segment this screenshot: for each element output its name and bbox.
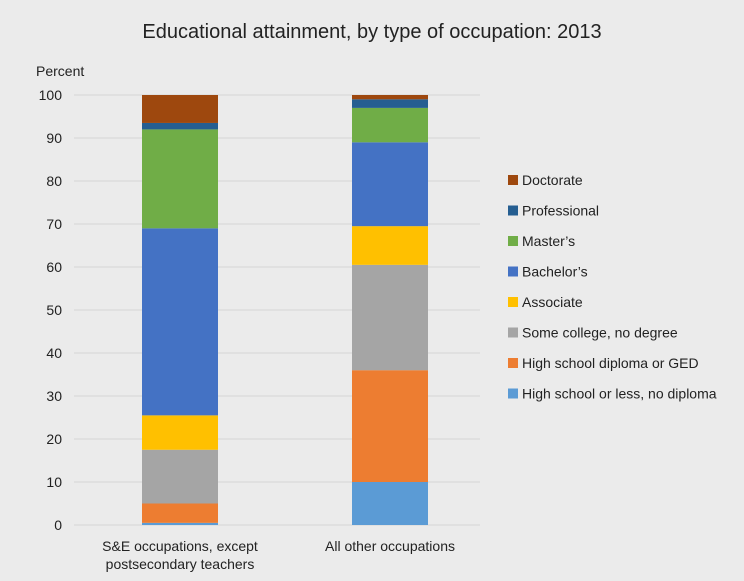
x-tick-label: S&E occupations, except — [102, 538, 258, 554]
bar-segment — [142, 95, 218, 123]
y-tick-label: 20 — [46, 431, 62, 447]
bar-segment — [142, 228, 218, 416]
y-axis-unit-label: Percent — [36, 63, 84, 79]
y-tick-label: 10 — [46, 474, 62, 490]
legend-label: Some college, no degree — [522, 325, 678, 341]
y-tick-label: 70 — [46, 216, 62, 232]
bar-segment — [352, 482, 428, 525]
x-tick-label: All other occupations — [325, 538, 455, 554]
bar-segment — [142, 129, 218, 229]
legend: Doctorate Professional Master’s Bachelor’s A… — [508, 172, 717, 402]
bar-segment — [142, 449, 218, 504]
bar-segment — [142, 122, 218, 130]
bar-segment — [142, 415, 218, 450]
bar-segment — [352, 95, 428, 100]
y-tick-label: 0 — [54, 517, 62, 533]
legend-swatch — [508, 205, 518, 216]
legend-swatch — [508, 327, 518, 338]
bar-segment — [142, 503, 218, 523]
legend-swatch — [508, 358, 518, 368]
legend-swatch — [508, 297, 518, 307]
bar-segment — [352, 99, 428, 108]
legend-label: Associate — [522, 294, 583, 310]
y-tick-label: 100 — [39, 87, 63, 103]
bar-segment — [352, 142, 428, 227]
bar-segment — [352, 370, 428, 482]
y-tick-label: 40 — [46, 345, 62, 361]
legend-label: High school or less, no diploma — [522, 386, 717, 402]
bar-segment — [142, 522, 218, 525]
bars — [142, 95, 428, 525]
legend-swatch — [508, 175, 518, 185]
bar-segment — [352, 264, 428, 371]
y-tick-label: 90 — [46, 130, 62, 146]
legend-label: Master’s — [522, 233, 575, 249]
legend-swatch — [508, 266, 518, 277]
legend-label: Professional — [522, 203, 599, 219]
legend-label: High school diploma or GED — [522, 355, 699, 371]
x-axis-labels: S&E occupations, except postsecondary tea… — [102, 538, 455, 572]
legend-swatch — [508, 388, 518, 399]
bar-segment — [352, 226, 428, 265]
x-tick-label: postsecondary teachers — [106, 556, 255, 572]
chart-title: Educational attainment, by type of occup… — [142, 21, 601, 43]
y-tick-label: 80 — [46, 173, 62, 189]
bar-segment — [352, 107, 428, 143]
y-tick-label: 30 — [46, 388, 62, 404]
y-tick-label: 60 — [46, 259, 62, 275]
y-tick-label: 50 — [46, 302, 62, 318]
legend-swatch — [508, 236, 518, 246]
legend-label: Doctorate — [522, 172, 583, 188]
y-axis-ticks: 0 10 20 30 40 50 60 70 80 90 100 — [39, 87, 63, 533]
legend-label: Bachelor’s — [522, 264, 588, 280]
